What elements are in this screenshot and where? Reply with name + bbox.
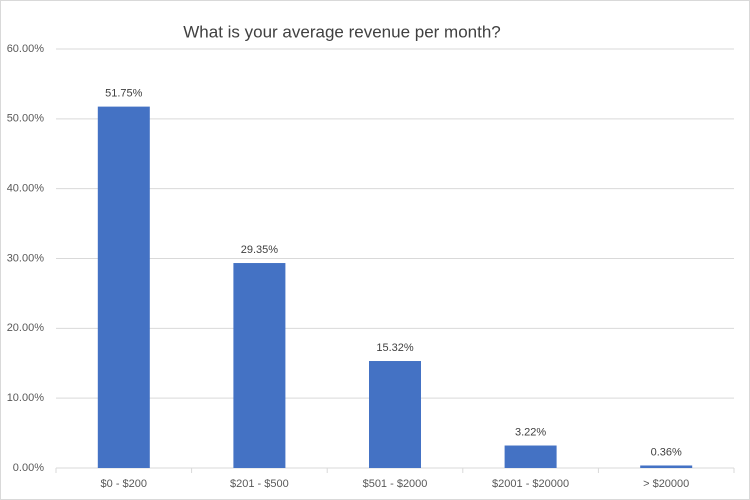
- y-tick-label: 10.00%: [7, 392, 45, 404]
- x-tick-label: > $20000: [643, 478, 689, 490]
- chart-title: What is your average revenue per month?: [183, 22, 501, 41]
- bar: [97, 106, 150, 469]
- data-label: 29.35%: [241, 244, 279, 256]
- x-tick-label: $0 - $200: [101, 478, 147, 490]
- bar: [504, 445, 557, 468]
- x-tick-label: $201 - $500: [230, 478, 289, 490]
- data-label: 3.22%: [515, 426, 546, 438]
- bar: [640, 465, 693, 468]
- y-tick-label: 30.00%: [7, 252, 45, 264]
- y-tick-label: 40.00%: [7, 183, 45, 195]
- y-tick-label: 0.00%: [13, 462, 44, 474]
- data-label: 51.75%: [105, 88, 143, 100]
- bar: [369, 361, 421, 468]
- x-tick-label: $2001 - $20000: [492, 478, 569, 490]
- x-tick-label: $501 - $2000: [363, 478, 428, 490]
- bar: [233, 263, 286, 468]
- y-tick-label: 60.00%: [7, 43, 45, 55]
- data-label: 0.36%: [651, 446, 682, 458]
- data-label: 15.32%: [376, 342, 414, 354]
- y-tick-label: 20.00%: [7, 322, 45, 334]
- y-tick-label: 50.00%: [7, 113, 45, 125]
